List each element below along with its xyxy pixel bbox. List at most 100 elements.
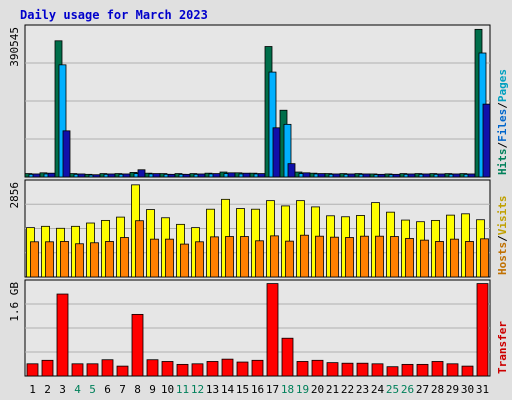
bar-hosts-day-8 — [135, 220, 144, 278]
panel-1-max-label: 390545 — [8, 27, 21, 67]
bar-transfer-day-20 — [311, 359, 324, 377]
bar-hosts-day-28 — [435, 241, 444, 278]
bar-pages-day-29 — [452, 173, 461, 178]
bar-pages-day-28 — [437, 173, 446, 178]
bar-pages-day-26 — [407, 173, 416, 178]
bar-hosts-day-24 — [375, 235, 384, 278]
bar-hosts-day-21 — [330, 236, 339, 278]
bar-pages-day-30 — [467, 173, 476, 178]
bar-pages-day-11 — [182, 173, 191, 178]
bar-transfer-day-1 — [26, 363, 39, 377]
day-label-2: 2 — [44, 383, 51, 396]
bar-pages-day-13 — [212, 173, 221, 178]
bar-transfer-day-28 — [431, 361, 444, 377]
day-label-15: 15 — [236, 383, 249, 396]
legend-files: Files — [496, 109, 509, 142]
panel-2-max-label: 2856 — [8, 182, 21, 209]
bar-pages-day-21 — [332, 173, 341, 178]
bar-hosts-day-13 — [210, 236, 219, 278]
panel-2-series-legend: Hosts/Visits — [496, 196, 509, 276]
day-label-30: 30 — [461, 383, 474, 396]
bar-transfer-day-11 — [176, 363, 189, 377]
bar-pages-day-27 — [422, 173, 431, 178]
day-label-26: 26 — [401, 383, 414, 396]
bar-pages-day-4 — [77, 173, 86, 178]
bar-pages-day-23 — [362, 173, 371, 178]
bar-hosts-day-31 — [480, 238, 489, 278]
bar-transfer-day-25 — [386, 366, 399, 377]
bar-transfer-day-12 — [191, 363, 204, 377]
bar-transfer-day-26 — [401, 363, 414, 377]
bar-transfer-day-9 — [146, 359, 159, 377]
bar-pages-day-20 — [317, 173, 326, 178]
bar-transfer-day-19 — [296, 361, 309, 377]
bar-hosts-day-22 — [345, 237, 354, 278]
bar-transfer-day-29 — [446, 363, 459, 377]
day-label-1: 1 — [29, 383, 36, 396]
bar-transfer-day-15 — [236, 361, 249, 377]
day-label-20: 20 — [311, 383, 324, 396]
bar-hosts-day-6 — [105, 241, 114, 278]
bar-hosts-day-30 — [465, 241, 474, 278]
bar-transfer-day-21 — [326, 362, 339, 377]
panel-3-series-legend: Transfer — [496, 321, 509, 374]
day-label-5: 5 — [89, 383, 96, 396]
bar-files-day-3 — [58, 64, 67, 178]
day-label-22: 22 — [341, 383, 354, 396]
day-label-11: 11 — [176, 383, 189, 396]
day-label-7: 7 — [119, 383, 126, 396]
legend-hits: Hits — [496, 149, 509, 176]
legend-pages: Pages — [496, 69, 509, 102]
bar-hosts-day-14 — [225, 236, 234, 278]
bar-transfer-day-7 — [116, 365, 129, 377]
bar-transfer-day-3 — [56, 293, 69, 377]
panel-2: 2856 Hosts/Visits — [8, 179, 509, 278]
panel-3: 1.6 GB Transfer — [8, 279, 509, 377]
bar-pages-day-12 — [197, 173, 206, 178]
bar-pages-day-19 — [302, 172, 311, 178]
day-label-6: 6 — [104, 383, 111, 396]
bar-hosts-day-2 — [45, 241, 54, 278]
day-label-24: 24 — [371, 383, 385, 396]
bar-files-day-18 — [283, 123, 292, 178]
bar-transfer-day-10 — [161, 361, 174, 377]
bar-hosts-day-10 — [165, 238, 174, 278]
day-label-16: 16 — [251, 383, 264, 396]
bar-pages-day-7 — [122, 173, 131, 178]
bar-pages-day-1 — [32, 173, 41, 178]
legend-separator: / — [496, 235, 509, 242]
bar-hosts-day-19 — [300, 234, 309, 278]
day-label-3: 3 — [59, 383, 66, 396]
chart-title: Daily usage for March 2023 — [20, 8, 208, 22]
bar-pages-day-18 — [287, 163, 296, 178]
bar-hosts-day-23 — [360, 235, 369, 278]
bar-transfer-day-17 — [266, 283, 279, 377]
bar-hosts-day-20 — [315, 235, 324, 278]
legend-separator: / — [496, 142, 509, 149]
bar-pages-day-8 — [137, 169, 146, 178]
bar-hosts-day-11 — [180, 243, 189, 278]
legend-separator: / — [496, 102, 509, 109]
bar-hosts-day-7 — [120, 237, 129, 278]
panel-1-series-legend: Hits/Files/Pages — [496, 69, 509, 175]
panel-3-max-label: 1.6 GB — [8, 282, 21, 322]
legend-visits: Visits — [496, 196, 509, 236]
day-label-14: 14 — [221, 383, 235, 396]
bar-files-day-17 — [268, 71, 277, 178]
bar-pages-day-24 — [377, 173, 386, 178]
bar-pages-day-22 — [347, 173, 356, 178]
day-label-18: 18 — [281, 383, 294, 396]
bar-hosts-day-25 — [390, 236, 399, 278]
bar-hosts-day-15 — [240, 236, 249, 278]
bar-hosts-day-18 — [285, 240, 294, 278]
bar-transfer-day-24 — [371, 363, 384, 377]
bar-transfer-day-16 — [251, 359, 264, 377]
bar-pages-day-9 — [152, 173, 161, 178]
day-label-4: 4 — [74, 383, 81, 396]
day-label-23: 23 — [356, 383, 369, 396]
day-label-29: 29 — [446, 383, 459, 396]
chart-panels: 390545Hits/Files/Pages2856Hosts/Visits1.… — [8, 24, 509, 377]
